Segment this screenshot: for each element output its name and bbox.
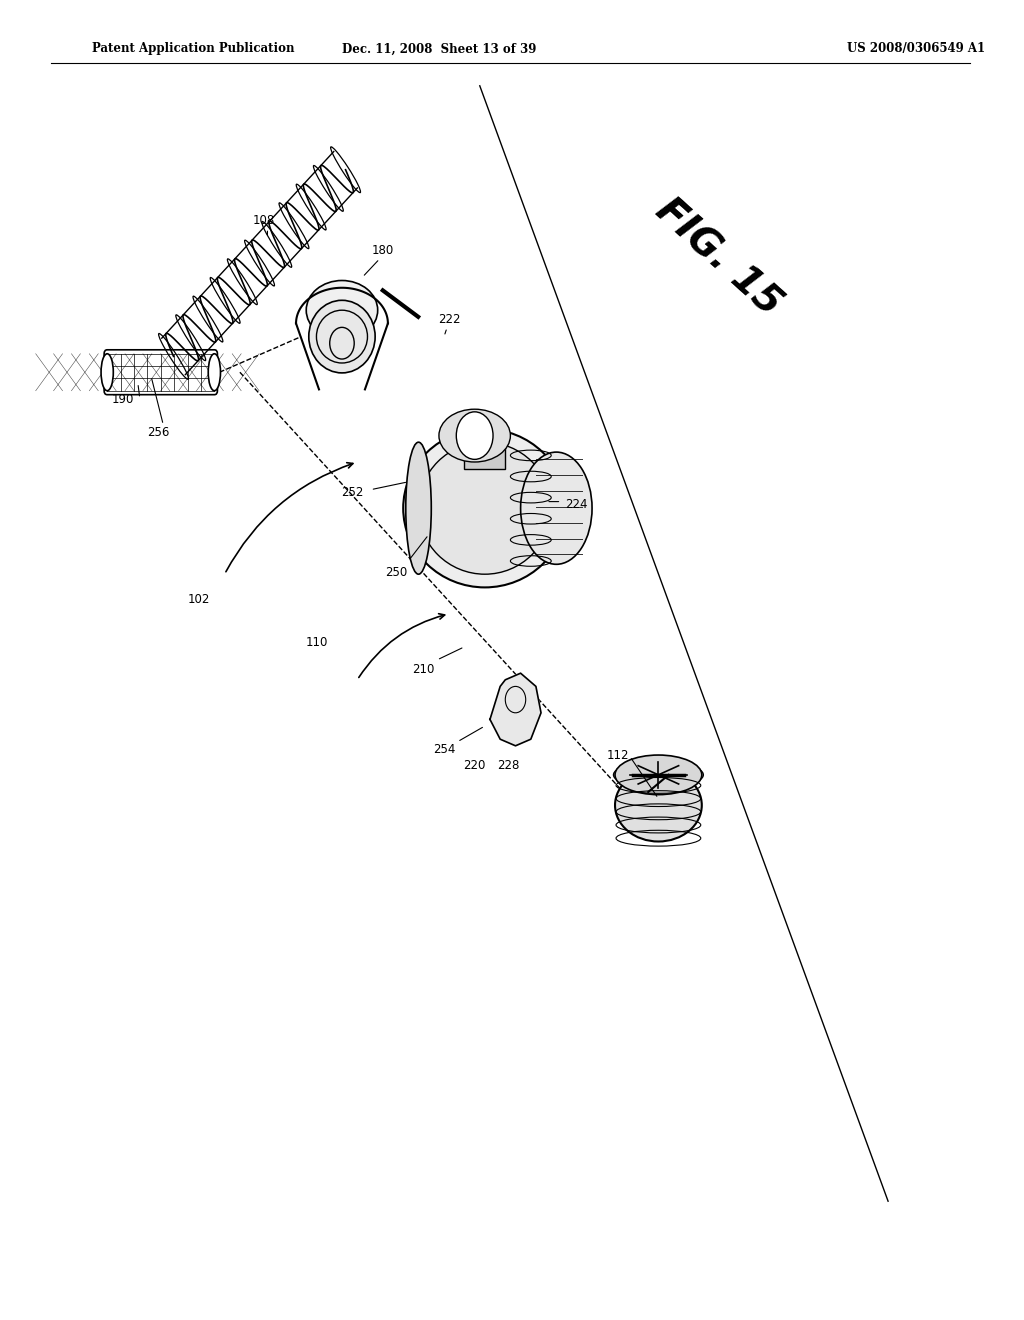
Text: 110: 110 bbox=[305, 636, 328, 649]
Ellipse shape bbox=[309, 301, 375, 374]
Text: 222: 222 bbox=[438, 313, 461, 326]
Ellipse shape bbox=[615, 755, 701, 795]
Text: 112: 112 bbox=[606, 748, 629, 762]
Circle shape bbox=[457, 412, 493, 459]
Text: 228: 228 bbox=[498, 759, 519, 772]
Ellipse shape bbox=[208, 354, 220, 391]
Text: 180: 180 bbox=[372, 244, 394, 257]
Text: 256: 256 bbox=[147, 426, 169, 440]
Text: 108: 108 bbox=[252, 214, 274, 227]
Text: Patent Application Publication: Patent Application Publication bbox=[92, 42, 294, 55]
Text: US 2008/0306549 A1: US 2008/0306549 A1 bbox=[847, 42, 985, 55]
Ellipse shape bbox=[520, 451, 592, 565]
Ellipse shape bbox=[439, 409, 510, 462]
Text: 252: 252 bbox=[341, 486, 364, 499]
Text: FIG. 15: FIG. 15 bbox=[648, 191, 788, 323]
Text: 102: 102 bbox=[187, 593, 210, 606]
Polygon shape bbox=[489, 673, 541, 746]
Ellipse shape bbox=[613, 762, 703, 788]
Ellipse shape bbox=[406, 442, 431, 574]
Ellipse shape bbox=[615, 768, 701, 842]
Text: Dec. 11, 2008  Sheet 13 of 39: Dec. 11, 2008 Sheet 13 of 39 bbox=[342, 42, 537, 55]
Bar bbox=[465, 422, 505, 469]
Text: 254: 254 bbox=[433, 743, 456, 756]
Ellipse shape bbox=[403, 429, 566, 587]
Text: 224: 224 bbox=[565, 498, 588, 511]
Text: 250: 250 bbox=[385, 566, 408, 579]
Text: 190: 190 bbox=[112, 393, 134, 407]
Ellipse shape bbox=[101, 354, 114, 391]
Ellipse shape bbox=[419, 442, 551, 574]
Ellipse shape bbox=[306, 281, 378, 341]
Text: 220: 220 bbox=[464, 759, 485, 772]
Text: 210: 210 bbox=[413, 663, 435, 676]
